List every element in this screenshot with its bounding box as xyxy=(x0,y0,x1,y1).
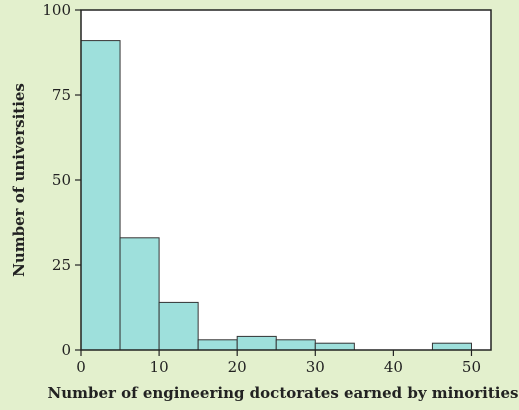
bars-group xyxy=(80,40,472,351)
y-tick-label: 50 xyxy=(52,171,71,189)
x-axis-title: Number of engineering doctorates earned … xyxy=(48,384,519,402)
x-tick-label: 0 xyxy=(76,358,86,376)
histogram-bar xyxy=(431,342,472,351)
y-tick-label: 100 xyxy=(42,1,71,19)
x-tick-label: 50 xyxy=(462,358,481,376)
y-tick-label: 75 xyxy=(52,86,71,104)
histogram-bar xyxy=(80,40,121,351)
x-tick-label: 30 xyxy=(306,358,325,376)
y-tick-label: 25 xyxy=(52,256,71,274)
histogram-bar xyxy=(197,339,238,351)
histogram-bar xyxy=(158,301,199,351)
histogram-bar xyxy=(314,342,355,351)
y-axis: 0 25 50 75 100 xyxy=(42,1,81,359)
y-tick-label: 0 xyxy=(61,341,71,359)
x-tick-label: 10 xyxy=(150,358,169,376)
histogram-bar xyxy=(236,335,277,351)
y-axis-title: Number of universities xyxy=(10,83,28,277)
histogram-bar xyxy=(119,237,160,351)
x-tick-label: 20 xyxy=(228,358,247,376)
histogram-bar xyxy=(275,339,316,351)
x-axis: 0 10 20 30 40 50 xyxy=(76,350,481,376)
x-tick-label: 40 xyxy=(384,358,403,376)
